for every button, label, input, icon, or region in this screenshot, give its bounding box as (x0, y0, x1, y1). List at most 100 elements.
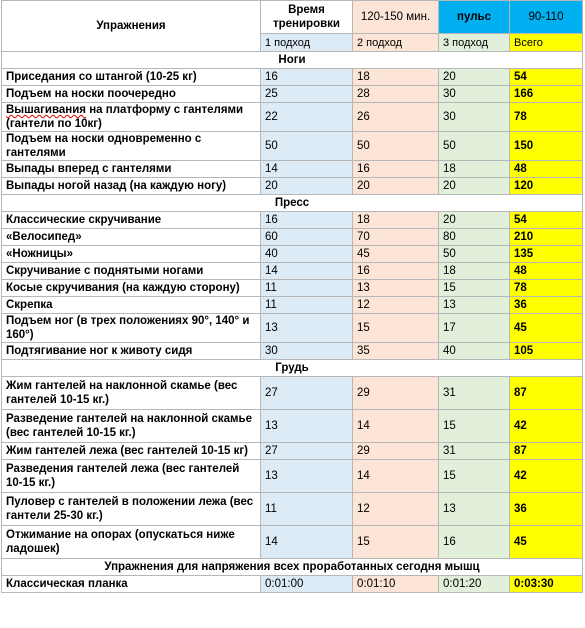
column-header-exercises: Упражнения (1, 0, 261, 52)
set-1-value: 11 (260, 296, 353, 314)
exercise-name: Подъем на носки одновременно с гантелями (1, 131, 261, 161)
table-row: Выпады вперед с гантелями 14 16 18 48 (1, 160, 583, 178)
set-3-value: 20 (438, 211, 510, 229)
set-3-value: 15 (438, 279, 510, 297)
total-value: 210 (509, 228, 583, 246)
column-header-pulse-range: 90-110 (509, 0, 583, 34)
set-1-value: 14 (260, 262, 353, 280)
set-1-value: 25 (260, 85, 353, 103)
section-row: Грудь (1, 359, 583, 377)
table-row: Скручивание с поднятыми ногами 14 16 18 48 (1, 262, 583, 280)
set-3-value: 30 (438, 85, 510, 103)
total-value: 150 (509, 131, 583, 161)
total-value: 120 (509, 177, 583, 195)
set-1-value: 50 (260, 131, 353, 161)
total-value: 87 (509, 376, 583, 410)
total-value: 54 (509, 68, 583, 86)
exercise-name: Выпады вперед с гантелями (1, 160, 261, 178)
total-value: 45 (509, 525, 583, 559)
set-2-value: 13 (352, 279, 439, 297)
set-1-value: 27 (260, 442, 353, 460)
set-1-value: 40 (260, 245, 353, 263)
set-1-value: 30 (260, 342, 353, 360)
set-3-value: 30 (438, 102, 510, 132)
set-1-value: 22 (260, 102, 353, 132)
exercise-name: «Велосипед» (1, 228, 261, 246)
table-row: Разведение гантелей на наклонной скамье … (1, 409, 583, 443)
table-row: Подъем ног (в трех положениях 90°, 140° … (1, 313, 583, 343)
section-row: Упражнения для напряжения всех проработа… (1, 558, 583, 576)
total-value: 0:03:30 (509, 575, 583, 593)
set-2-value: 18 (352, 68, 439, 86)
exercise-name: Разведения гантелей лежа (вес гантелей 1… (1, 459, 261, 493)
table-row: Вышагивания на платформу с гантелями (га… (1, 102, 583, 132)
exercise-name: Жим гантелей лежа (вес гантелей 10-15 кг… (1, 442, 261, 460)
set-3-value: 40 (438, 342, 510, 360)
exercise-name: Скрепка (1, 296, 261, 314)
table-row: «Ножницы» 40 45 50 135 (1, 245, 583, 263)
set-2-value: 70 (352, 228, 439, 246)
set-3-value: 20 (438, 177, 510, 195)
table-row: Выпады ногой назад (на каждую ногу) 20 20 2… (1, 177, 583, 195)
set-3-value: 13 (438, 492, 510, 526)
set-1-value: 16 (260, 68, 353, 86)
total-value: 48 (509, 160, 583, 178)
set-2-value: 18 (352, 211, 439, 229)
table-row: Классические скручивание 16 18 20 54 (1, 211, 583, 229)
total-value: 45 (509, 313, 583, 343)
exercise-name: Классическая планка (1, 575, 261, 593)
section-title: Пресс (1, 194, 583, 212)
set-3-value: 17 (438, 313, 510, 343)
table-row: Пуловер с гантелей в положении лежа (вес… (1, 492, 583, 526)
set-2-value: 0:01:10 (352, 575, 439, 593)
exercise-name: Скручивание с поднятыми ногами (1, 262, 261, 280)
set-2-value: 45 (352, 245, 439, 263)
exercise-name: Жим гантелей на наклонной скамье (вес га… (1, 376, 261, 410)
set-2-value: 26 (352, 102, 439, 132)
exercise-name: Подтягивание ног к животу сидя (1, 342, 261, 360)
set-2-value: 14 (352, 459, 439, 493)
section-title: Грудь (1, 359, 583, 377)
total-value: 135 (509, 245, 583, 263)
set-3-value: 13 (438, 296, 510, 314)
set-3-value: 80 (438, 228, 510, 246)
section-row: Пресс (1, 194, 583, 212)
subheader-set-1: 1 подход (260, 33, 353, 52)
table-row: Жим гантелей лежа (вес гантелей 10-15 кг… (1, 442, 583, 460)
table-row: Приседания со штангой (10-25 кг) 16 18 20 54 (1, 68, 583, 86)
table-row: «Велосипед» 60 70 80 210 (1, 228, 583, 246)
exercise-name: Подъем ног (в трех положениях 90°, 140° … (1, 313, 261, 343)
set-3-value: 50 (438, 245, 510, 263)
header-row: Упражнения Время тренировки 120-150 мин.… (1, 0, 583, 52)
subheader-set-2: 2 подход (352, 33, 439, 52)
exercise-name: Приседания со штангой (10-25 кг) (1, 68, 261, 86)
column-header-pulse: пульс (438, 0, 510, 34)
exercise-name: Классические скручивание (1, 211, 261, 229)
set-1-value: 13 (260, 409, 353, 443)
set-2-value: 12 (352, 492, 439, 526)
total-value: 105 (509, 342, 583, 360)
set-2-value: 16 (352, 160, 439, 178)
table-row: Подтягивание ног к животу сидя 30 35 40 105 (1, 342, 583, 360)
column-header-minutes: 120-150 мин. (352, 0, 439, 34)
set-1-value: 13 (260, 459, 353, 493)
table-row: Подъем на носки поочередно 25 28 30 166 (1, 85, 583, 103)
set-1-value: 13 (260, 313, 353, 343)
table-row: Косые скручивания (на каждую сторону) 11 1… (1, 279, 583, 297)
total-value: 48 (509, 262, 583, 280)
set-3-value: 15 (438, 459, 510, 493)
subheader-row: 1 подход 2 подход 3 подход Всего (2, 33, 583, 52)
section-title: Упражнения для напряжения всех проработа… (1, 558, 583, 576)
set-2-value: 20 (352, 177, 439, 195)
exercise-name: Подъем на носки поочередно (1, 85, 261, 103)
section-title: Ноги (1, 51, 583, 69)
set-1-value: 16 (260, 211, 353, 229)
set-3-value: 18 (438, 262, 510, 280)
set-2-value: 15 (352, 313, 439, 343)
set-1-value: 27 (260, 376, 353, 410)
set-3-value: 0:01:20 (438, 575, 510, 593)
set-2-value: 12 (352, 296, 439, 314)
exercise-name: Пуловер с гантелей в положении лежа (вес… (1, 492, 261, 526)
set-1-value: 20 (260, 177, 353, 195)
column-header-training-time: Время тренировки (260, 0, 353, 34)
